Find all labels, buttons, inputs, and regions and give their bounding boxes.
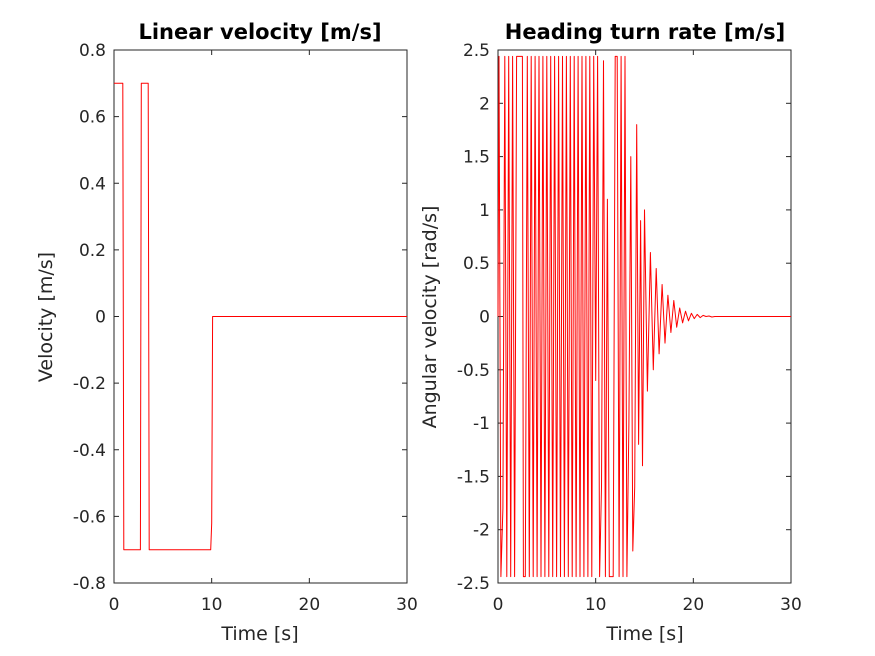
series-line bbox=[114, 82, 407, 551]
y-tick-label: 0 bbox=[95, 308, 106, 328]
y-tick-label: 2.5 bbox=[463, 41, 490, 61]
x-tick-label: 30 bbox=[780, 595, 802, 615]
x-tick-label: 20 bbox=[683, 595, 705, 615]
y-axis-label: Angular velocity [rad/s] bbox=[419, 206, 441, 429]
y-tick-label: -0.5 bbox=[457, 361, 490, 381]
y-tick-label: -2 bbox=[473, 521, 490, 541]
y-tick-label: 0.5 bbox=[463, 254, 490, 274]
y-tick-label: 0.4 bbox=[79, 174, 106, 194]
x-tick-label: 10 bbox=[585, 595, 607, 615]
x-tick-label: 0 bbox=[493, 595, 504, 615]
y-tick-label: 2 bbox=[479, 94, 490, 114]
series-line bbox=[497, 55, 791, 578]
heading-turn-rate-chart: Heading turn rate [m/s] 0 10 20 30-2.5-2-1.… bbox=[419, 20, 802, 645]
y-tick-label: 1 bbox=[479, 201, 490, 221]
y-tick-label: -2.5 bbox=[457, 574, 490, 594]
y-tick-label: -0.6 bbox=[73, 507, 106, 527]
x-axis-label: Time [s] bbox=[220, 623, 298, 645]
x-tick-label: 30 bbox=[396, 595, 418, 615]
chart-title: Heading turn rate [m/s] bbox=[505, 20, 786, 44]
y-tick-label: -1.5 bbox=[457, 467, 490, 487]
y-tick-label: 1.5 bbox=[463, 148, 490, 168]
tick-group: 0 10 20 30 -2.5 -2 -1.5 -1 -0.5 0 0.5 1 1.5 2 2.5 bbox=[457, 41, 802, 615]
y-tick-label: 0.8 bbox=[79, 41, 106, 61]
y-tick-label: 0 bbox=[479, 308, 490, 328]
x-tick-label: 20 bbox=[299, 595, 321, 615]
x-axis-label: Time [s] bbox=[605, 623, 683, 645]
y-tick-label: -0.4 bbox=[73, 441, 106, 461]
y-axis-label: Velocity [m/s] bbox=[35, 252, 57, 382]
x-tick-label: 0 bbox=[109, 595, 120, 615]
x-tick-label: 10 bbox=[201, 595, 223, 615]
linear-velocity-chart: Linear velocity [m/s] 0 10 20 30 -0.8 -0.6 -0.… bbox=[35, 20, 418, 645]
y-tick-label: -0.2 bbox=[73, 374, 106, 394]
y-tick-label: -0.8 bbox=[73, 574, 106, 594]
y-tick-label: -1 bbox=[473, 414, 490, 434]
chart-title: Linear velocity [m/s] bbox=[138, 20, 381, 44]
y-tick-label: 0.6 bbox=[79, 108, 106, 128]
tick-group: 0 10 20 30 -0.8 -0.6 -0.4 -0.2 0 0.2 0.4 0.6 0.8 bbox=[73, 41, 418, 615]
y-tick-label: 0.2 bbox=[79, 241, 106, 261]
